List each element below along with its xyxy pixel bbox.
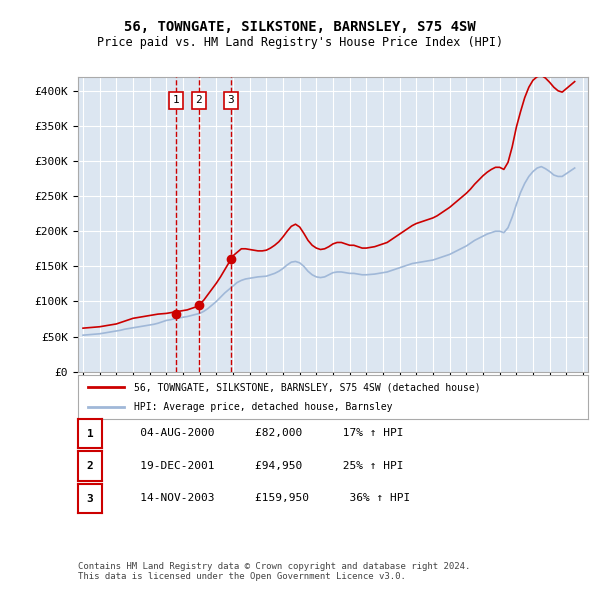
Text: 56, TOWNGATE, SILKSTONE, BARNSLEY, S75 4SW (detached house): 56, TOWNGATE, SILKSTONE, BARNSLEY, S75 4… <box>134 382 481 392</box>
Text: 19-DEC-2001      £94,950      25% ↑ HPI: 19-DEC-2001 £94,950 25% ↑ HPI <box>120 461 404 471</box>
Text: 1: 1 <box>173 96 179 105</box>
Text: 04-AUG-2000      £82,000      17% ↑ HPI: 04-AUG-2000 £82,000 17% ↑ HPI <box>120 428 404 438</box>
Text: 14-NOV-2003      £159,950      36% ↑ HPI: 14-NOV-2003 £159,950 36% ↑ HPI <box>120 493 410 503</box>
Text: HPI: Average price, detached house, Barnsley: HPI: Average price, detached house, Barn… <box>134 402 392 411</box>
Text: 1: 1 <box>86 429 94 438</box>
Text: Contains HM Land Registry data © Crown copyright and database right 2024.
This d: Contains HM Land Registry data © Crown c… <box>78 562 470 581</box>
Text: 3: 3 <box>227 96 234 105</box>
Text: 2: 2 <box>86 461 94 471</box>
Text: Price paid vs. HM Land Registry's House Price Index (HPI): Price paid vs. HM Land Registry's House … <box>97 36 503 49</box>
Text: 56, TOWNGATE, SILKSTONE, BARNSLEY, S75 4SW: 56, TOWNGATE, SILKSTONE, BARNSLEY, S75 4… <box>124 19 476 34</box>
Text: 2: 2 <box>196 96 202 105</box>
Text: 3: 3 <box>86 494 94 503</box>
